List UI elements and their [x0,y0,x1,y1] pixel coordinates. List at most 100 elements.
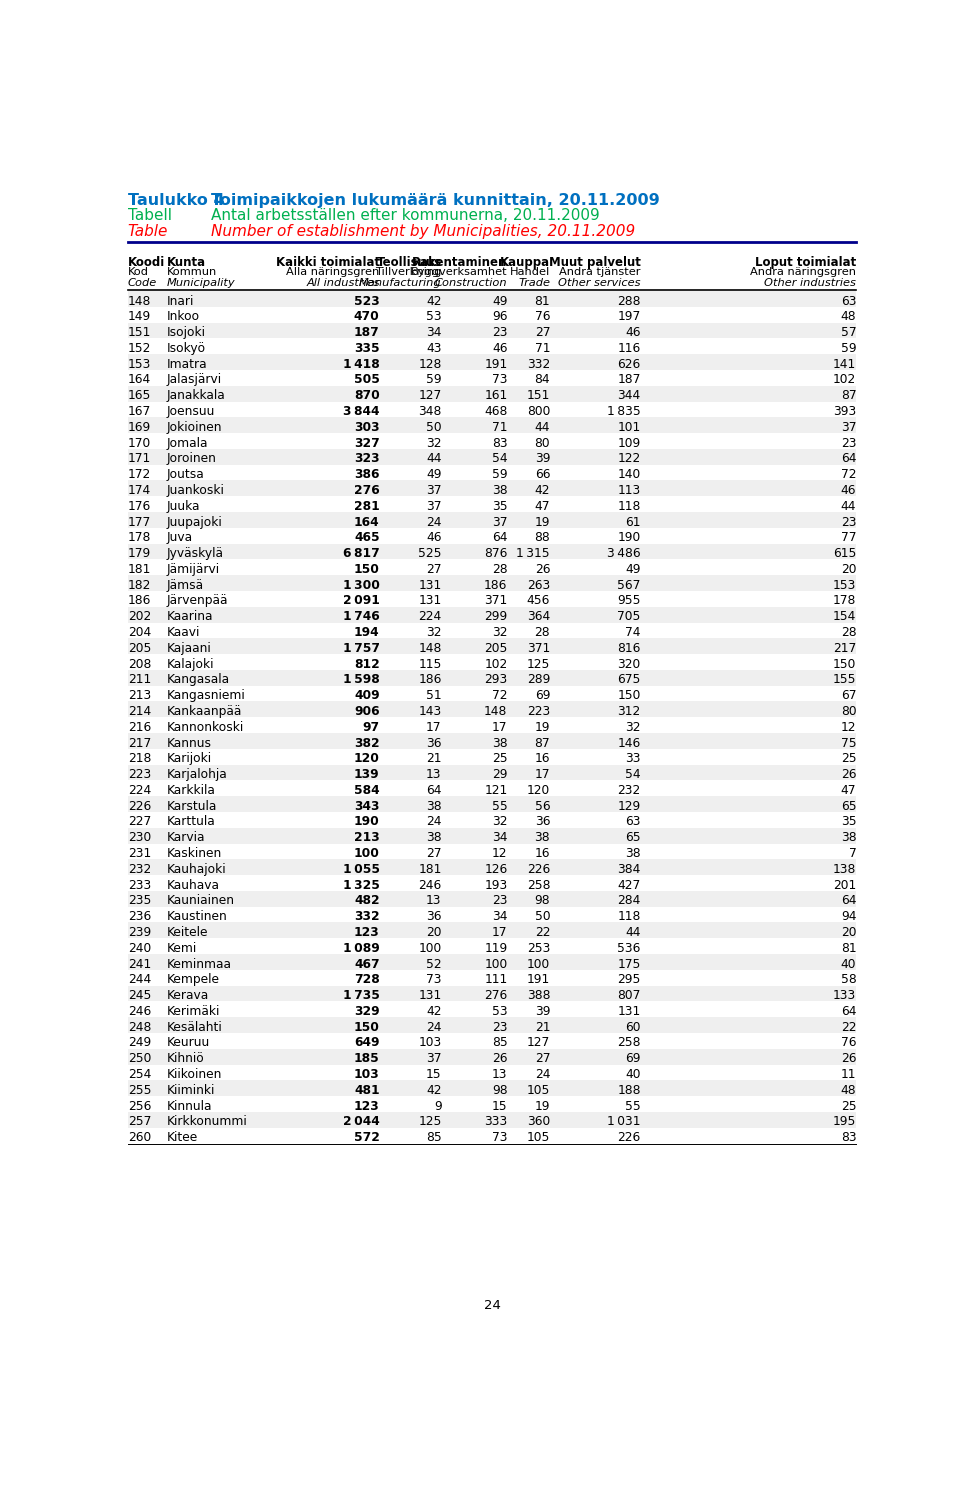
Text: 178: 178 [128,531,151,545]
Text: 32: 32 [625,721,641,734]
Text: 190: 190 [354,816,379,828]
Text: 63: 63 [841,294,856,307]
Bar [128,922,856,938]
Text: 17: 17 [492,927,508,938]
Text: 71: 71 [535,342,550,355]
Text: 281: 281 [354,500,379,513]
Text: 69: 69 [625,1052,641,1065]
Text: Antal arbetsställen efter kommunerna, 20.11.2009: Antal arbetsställen efter kommunerna, 20… [211,209,600,224]
Text: 248: 248 [128,1021,151,1034]
Text: Kangasniemi: Kangasniemi [166,689,245,703]
Text: 226: 226 [617,1131,641,1144]
Text: 39: 39 [535,1006,550,1018]
Text: 102: 102 [833,373,856,386]
Text: 23: 23 [841,437,856,449]
Text: 303: 303 [354,421,379,434]
Text: Tillverkning: Tillverkning [375,267,442,278]
Text: 186: 186 [128,594,151,607]
Text: 255: 255 [128,1083,152,1097]
Text: 42: 42 [426,294,442,307]
Text: Toimipaikkojen lukumäärä kunnittain, 20.11.2009: Toimipaikkojen lukumäärä kunnittain, 20.… [211,192,660,207]
Text: Keuruu: Keuruu [166,1037,209,1049]
Text: 246: 246 [128,1006,151,1018]
Text: 572: 572 [353,1131,379,1144]
Text: 187: 187 [617,373,641,386]
Text: 179: 179 [128,548,151,560]
Text: Jämijärvi: Jämijärvi [166,562,220,576]
Text: 51: 51 [426,689,442,703]
Text: 226: 226 [128,800,151,813]
Text: 39: 39 [535,452,550,466]
Text: 103: 103 [419,1037,442,1049]
Text: 67: 67 [841,689,856,703]
Text: 214: 214 [128,704,151,718]
Text: 456: 456 [527,594,550,607]
Text: 223: 223 [128,768,151,782]
Text: 11: 11 [841,1068,856,1082]
Text: 37: 37 [841,421,856,434]
Text: 27: 27 [535,327,550,339]
Text: 1 325: 1 325 [343,879,379,892]
Text: 172: 172 [128,468,151,482]
Text: Kerava: Kerava [166,989,208,1003]
Text: Kauppa: Kauppa [500,257,550,269]
Text: 364: 364 [527,610,550,624]
Text: 98: 98 [535,894,550,907]
Text: 116: 116 [617,342,641,355]
Text: 150: 150 [833,658,856,670]
Text: 257: 257 [128,1116,151,1128]
Bar [128,543,856,560]
Text: 85: 85 [426,1131,442,1144]
Text: 955: 955 [617,594,641,607]
Text: 94: 94 [841,910,856,924]
Text: 299: 299 [484,610,508,624]
Text: 59: 59 [426,373,442,386]
Text: 49: 49 [492,294,508,307]
Text: 131: 131 [617,1006,641,1018]
Text: 870: 870 [354,389,379,403]
Bar [128,354,856,370]
Text: 186: 186 [419,673,442,686]
Text: 25: 25 [841,1100,856,1113]
Text: 123: 123 [354,1100,379,1113]
Text: 3 844: 3 844 [343,404,379,418]
Text: 73: 73 [492,373,508,386]
Text: 131: 131 [419,579,442,592]
Text: 807: 807 [617,989,641,1003]
Text: 232: 232 [128,862,151,876]
Text: 138: 138 [833,862,856,876]
Text: 19: 19 [535,721,550,734]
Text: 50: 50 [426,421,442,434]
Text: 38: 38 [841,831,856,844]
Text: 164: 164 [354,516,379,528]
Text: 27: 27 [426,562,442,576]
Text: 69: 69 [535,689,550,703]
Text: Number of establishment by Municipalities, 20.11.2009: Number of establishment by Municipalitie… [211,224,636,239]
Text: Kannonkoski: Kannonkoski [166,721,244,734]
Text: 1 757: 1 757 [343,642,379,655]
Text: 217: 217 [833,642,856,655]
Bar [128,322,856,339]
Text: 15: 15 [426,1068,442,1082]
Text: 24: 24 [426,1021,442,1034]
Text: 675: 675 [617,673,641,686]
Text: 153: 153 [833,579,856,592]
Text: Kaavi: Kaavi [166,627,200,639]
Text: Jämsä: Jämsä [166,579,204,592]
Text: 141: 141 [833,358,856,370]
Text: 64: 64 [841,452,856,466]
Text: 109: 109 [617,437,641,449]
Text: 467: 467 [354,958,379,970]
Text: 60: 60 [625,1021,641,1034]
Text: 169: 169 [128,421,151,434]
Text: 615: 615 [833,548,856,560]
Text: 111: 111 [484,973,508,986]
Text: Kaskinen: Kaskinen [166,847,222,859]
Text: 38: 38 [492,737,508,749]
Text: 38: 38 [426,800,442,813]
Text: 148: 148 [128,294,151,307]
Text: 26: 26 [841,1052,856,1065]
Text: 227: 227 [128,816,151,828]
Text: Table: Table [128,224,168,239]
Bar [128,953,856,970]
